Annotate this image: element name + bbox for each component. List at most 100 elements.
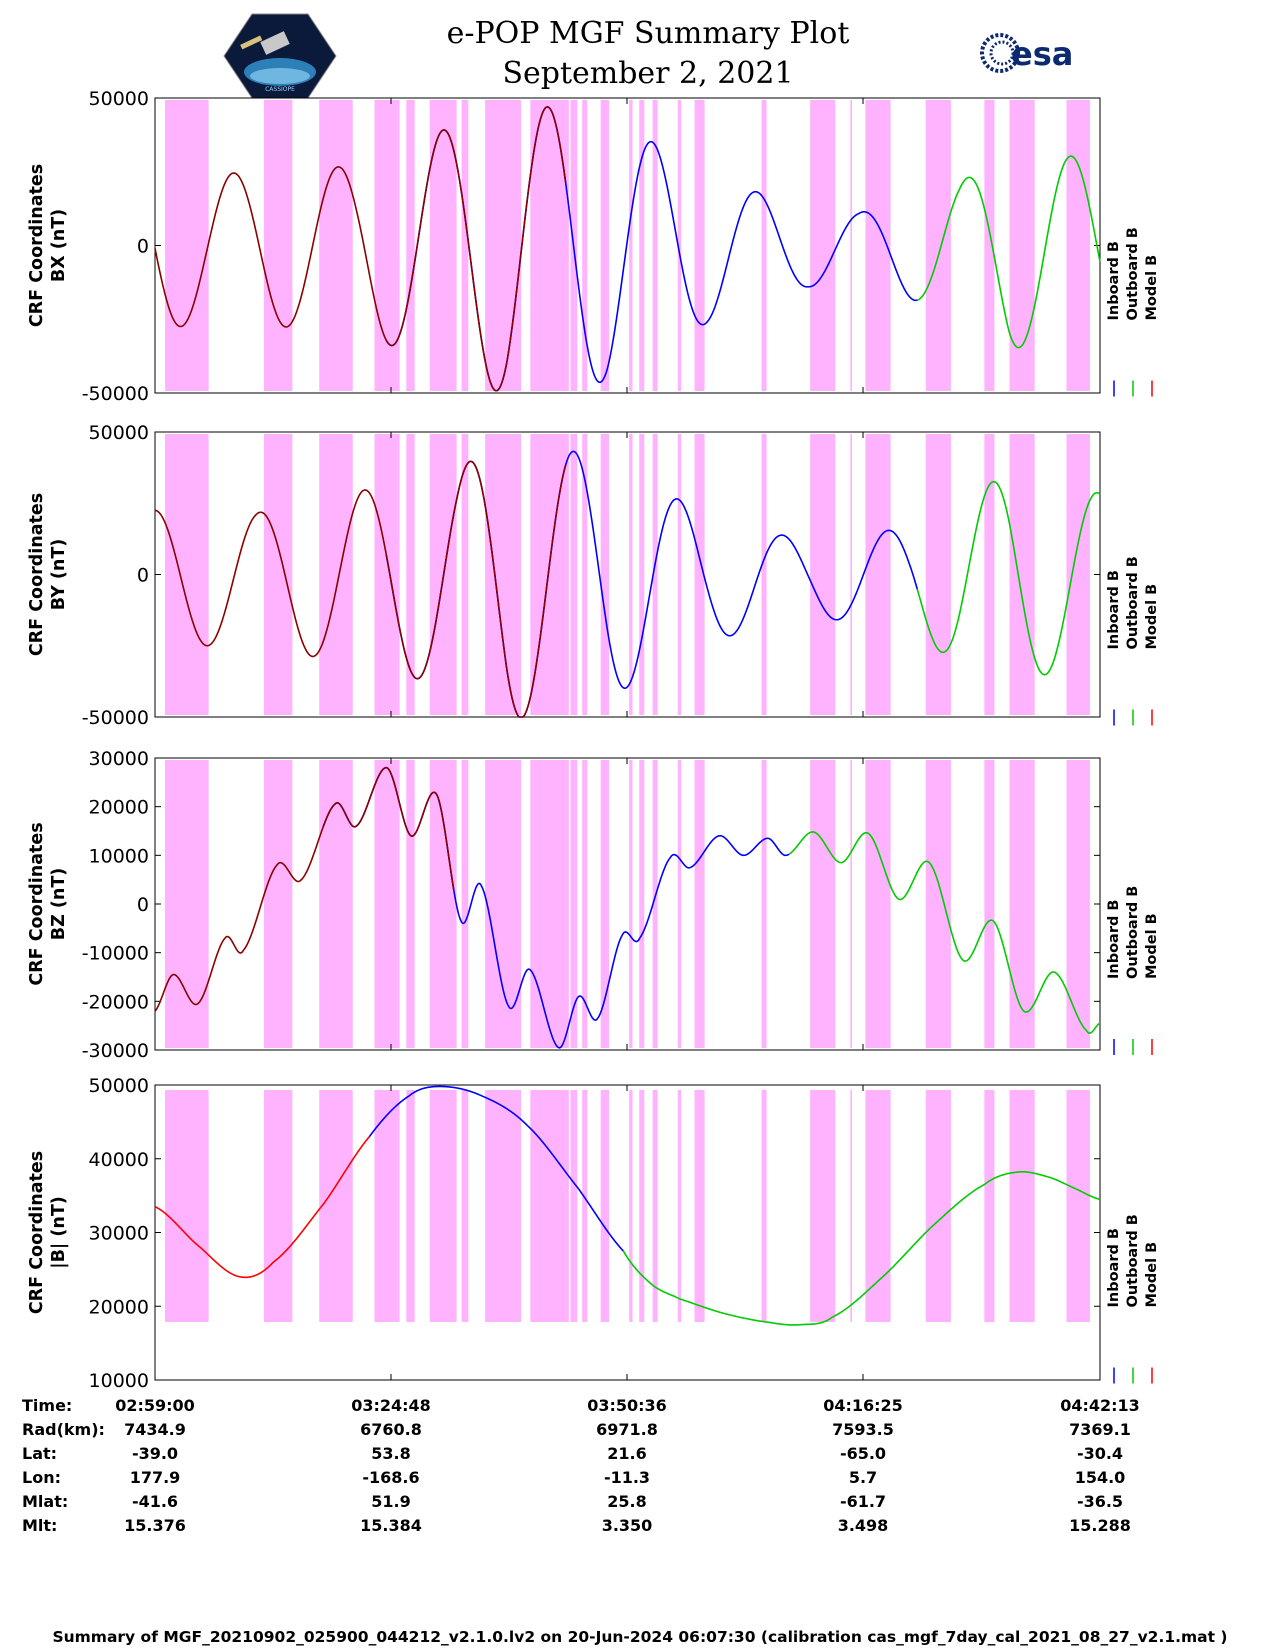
legend-label: Inboard B — [1106, 1228, 1122, 1307]
shading-bar — [600, 100, 610, 391]
y-tick-label: -10000 — [82, 943, 149, 965]
shading-bar — [850, 100, 853, 391]
ephemeris-value: 03:50:36 — [587, 1396, 667, 1415]
shading-bar — [406, 100, 415, 391]
y-tick-label: 10000 — [89, 1370, 149, 1392]
series-line-outboard-b — [916, 480, 1101, 676]
shading-bar — [582, 434, 588, 715]
series-line-inboard-b — [368, 1085, 624, 1252]
shading-bar — [263, 760, 293, 1048]
shading-bar — [761, 434, 767, 715]
shading-bar — [1066, 760, 1090, 1048]
shading-bar — [165, 100, 209, 391]
ephemeris-value: 03:24:48 — [351, 1396, 431, 1415]
shading-bar — [810, 760, 836, 1048]
shading-bar — [810, 1090, 836, 1322]
y-tick-label: 0 — [137, 894, 149, 916]
ephemeris-row-label: Time: — [22, 1396, 72, 1415]
shading-bar — [984, 1090, 995, 1322]
ephemeris-row-label: Lon: — [22, 1468, 61, 1487]
series-line-model-b — [154, 1136, 370, 1279]
ephemeris-value: 5.7 — [849, 1468, 877, 1487]
shading-bar — [582, 100, 588, 391]
shading-bar — [694, 760, 705, 1048]
shading-intervals — [165, 434, 1090, 715]
ephemeris-value: -65.0 — [840, 1444, 886, 1463]
shading-bar — [865, 434, 891, 715]
ephemeris-value: 7593.5 — [832, 1420, 894, 1439]
series-lines — [154, 106, 1101, 392]
y-tick-label: 50000 — [89, 422, 149, 444]
ephemeris-value: 53.8 — [371, 1444, 410, 1463]
shading-bar — [429, 760, 457, 1048]
esa-logo-text: esa — [1011, 35, 1073, 73]
ephemeris-value: 15.376 — [124, 1516, 186, 1535]
page-subtitle: September 2, 2021 — [502, 56, 793, 91]
shading-bar — [677, 434, 682, 715]
legend-label: Outboard B — [1125, 227, 1141, 320]
shading-bar — [461, 434, 469, 715]
series-line-outboard-b — [622, 1170, 1101, 1326]
shading-bar — [1066, 100, 1090, 391]
legend: Inboard B Outboard B Model B — [1106, 556, 1160, 726]
shading-bar — [374, 100, 400, 391]
shading-bar — [485, 100, 522, 391]
shading-bar — [1066, 1090, 1090, 1322]
plot-frame — [154, 431, 1101, 718]
legend: Inboard B Outboard B Model B — [1106, 227, 1160, 397]
legend-label: Outboard B — [1125, 556, 1141, 649]
panel-bmag: 10000 20000 30000 40000 50000 CRF Coordinates… — [27, 1075, 1160, 1392]
ephemeris-row-label: Lat: — [22, 1444, 57, 1463]
ephemeris-value: 7434.9 — [124, 1420, 186, 1439]
cassiope-logo-text: CASSIOPE — [265, 86, 295, 93]
y-tick-label: 30000 — [89, 1223, 149, 1245]
shading-bar — [652, 434, 658, 715]
plot-frame — [154, 97, 1101, 394]
shading-bar — [1066, 434, 1090, 715]
shading-intervals — [165, 1090, 1090, 1322]
shading-bar — [319, 760, 353, 1048]
shading-bar — [761, 100, 767, 391]
shading-bar — [263, 100, 293, 391]
legend-label: Outboard B — [1125, 1214, 1141, 1307]
ephemeris-value: 51.9 — [371, 1492, 410, 1511]
shading-bar — [639, 100, 645, 391]
shading-bar — [1009, 760, 1035, 1048]
shading-bar — [984, 434, 995, 715]
shading-bar — [677, 1090, 682, 1322]
shading-bar — [652, 1090, 658, 1322]
shading-bar — [652, 100, 658, 391]
shading-bar — [810, 100, 836, 391]
y-axis-label: CRF Coordinates BZ (nT) — [27, 822, 69, 985]
y-tick-label: -20000 — [82, 991, 149, 1013]
shading-bar — [652, 760, 658, 1048]
legend-label: Outboard B — [1125, 886, 1141, 979]
shading-bar — [925, 434, 951, 715]
footer-caption: Summary of MGF_20210902_025900_044212_v2… — [52, 1628, 1227, 1646]
shading-bar — [677, 760, 682, 1048]
y-tick-label: 0 — [137, 236, 149, 258]
shading-bar — [865, 760, 891, 1048]
ephemeris-value: 6971.8 — [596, 1420, 658, 1439]
series-lines — [154, 1085, 1101, 1326]
shading-bar — [629, 100, 633, 391]
ephemeris-row-label: Mlt: — [22, 1516, 57, 1535]
ephemeris-table: Time: 02:59:00 03:24:48 03:50:36 04:16:25 04:… — [22, 1396, 1140, 1535]
ephemeris-value: -168.6 — [362, 1468, 419, 1487]
shading-bar — [406, 760, 415, 1048]
cassiope-logo: CASSIOPE — [223, 13, 337, 99]
shading-bar — [694, 1090, 705, 1322]
shading-bar — [810, 434, 836, 715]
shading-bar — [600, 760, 610, 1048]
shading-bar — [374, 434, 400, 715]
shading-bar — [461, 100, 469, 391]
shading-bar — [570, 1090, 578, 1322]
plot-frame — [154, 1084, 1101, 1381]
ephemeris-value: 7369.1 — [1069, 1420, 1131, 1439]
shading-bar — [761, 760, 767, 1048]
legend-label: Model B — [1144, 255, 1160, 321]
shading-bar — [263, 434, 293, 715]
shading-bar — [165, 434, 209, 715]
ephemeris-value: -30.4 — [1077, 1444, 1123, 1463]
legend: Inboard B Outboard B Model B — [1106, 886, 1160, 1055]
